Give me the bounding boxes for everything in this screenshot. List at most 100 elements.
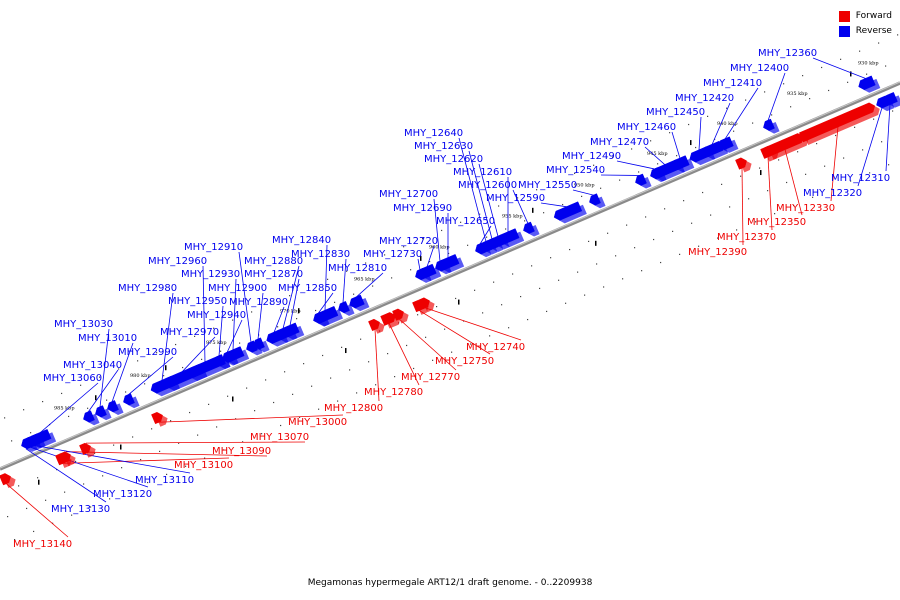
track-dot (866, 73, 868, 75)
track-dot (204, 457, 206, 459)
track-dot (676, 155, 678, 157)
track-dot (771, 114, 773, 116)
legend-reverse: Reverse (838, 24, 892, 39)
leader-line (226, 319, 243, 353)
leader-line (161, 292, 174, 381)
track-dot (569, 248, 571, 251)
leader-line (417, 258, 421, 270)
track-dot (512, 273, 514, 275)
gene-arrow (380, 312, 396, 326)
leader-line (424, 307, 522, 341)
track-dot (669, 132, 671, 134)
gene-arrow (95, 405, 107, 418)
leader-line (65, 451, 268, 457)
gene-arrow (589, 193, 601, 206)
gene-label: MHY_12880 (244, 256, 303, 267)
gene-label: MHY_12780 (364, 387, 423, 398)
gene-label: MHY_12350 (747, 217, 806, 228)
gene-arrow (760, 145, 774, 159)
gene-label: MHY_12320 (803, 188, 862, 199)
gene-arrow (635, 173, 647, 186)
track-bar (595, 240, 597, 246)
track-dot (90, 506, 92, 508)
gene-arrow (79, 442, 91, 456)
leader-line (478, 163, 499, 237)
track-dot (296, 318, 298, 320)
track-dot (45, 499, 47, 501)
track-dot (448, 252, 450, 255)
track-dot (824, 165, 826, 167)
track-dot (641, 270, 643, 272)
track-dot (702, 191, 704, 194)
track-dot (767, 190, 769, 192)
gene-arrow (338, 300, 350, 314)
gene-arrow (412, 300, 424, 313)
gene-label: MHY_12960 (148, 256, 207, 267)
kbp-ticks: 930 kbp 935 kbp 940 kbp 945 kbp 950 kbp 955 k… (54, 61, 879, 412)
track-dot (144, 383, 146, 385)
track-dot (75, 460, 77, 463)
track-dot (493, 281, 495, 283)
leader-line (885, 104, 891, 172)
gene-label: MHY_12990 (118, 347, 177, 358)
gene-arrow (0, 473, 11, 486)
gene-label: MHY_12590 (486, 193, 545, 204)
track-dot (102, 475, 104, 477)
track-dot (565, 302, 567, 304)
track-dot (740, 175, 742, 177)
track-dot (26, 507, 28, 510)
leader-line (540, 202, 568, 208)
track-dot (451, 351, 453, 353)
gene-label: MHY_12460 (617, 122, 676, 133)
track-bar (95, 395, 97, 401)
track-dot (213, 327, 215, 329)
track-dot (422, 238, 424, 240)
gene-label: MHY_12980 (118, 283, 177, 294)
track-dot (486, 236, 488, 238)
dot-rows (4, 34, 899, 541)
kbp-tick-label: 935 kbp (787, 91, 808, 97)
track-dot (881, 141, 883, 143)
track-dot (505, 228, 507, 230)
track-dot (194, 335, 196, 337)
track-dot (403, 246, 405, 248)
track-dot (854, 126, 856, 128)
gene-label: MHY_12930 (181, 269, 240, 280)
gene-arrow (689, 146, 711, 163)
track-dot (612, 156, 614, 158)
track-dot (216, 426, 218, 428)
track-dot (588, 240, 590, 243)
track-dot (185, 465, 187, 467)
leader-line (282, 265, 300, 329)
gene-label: MHY_12730 (363, 249, 422, 260)
track-dot (660, 261, 662, 264)
axis-highlight (0, 81, 900, 469)
gene-label: MHY_12410 (703, 78, 762, 89)
label-leader-lines (5, 57, 891, 538)
leader-line (127, 356, 174, 396)
gene-label: MHY_13110 (135, 475, 194, 486)
kbp-tick-label: 945 kbp (647, 151, 668, 157)
track-dot (189, 411, 191, 414)
gene-label: MHY_12720 (379, 236, 438, 247)
gene-label: MHY_12640 (404, 128, 463, 139)
track-dot (64, 491, 66, 493)
gene-label: MHY_12970 (160, 327, 219, 338)
gene-label: MHY_12950 (168, 296, 227, 307)
track-dot (118, 368, 120, 370)
gene-arrow (763, 118, 775, 131)
leader-line (711, 102, 731, 145)
leader-line (784, 149, 803, 216)
gene-labels: MHY_12310 MHY_12320 MHY_12330 MHY_12350 MHY_… (13, 48, 890, 550)
gene-arrow (858, 75, 876, 91)
track-dot (873, 118, 875, 120)
leader-line (600, 174, 641, 176)
track-bar (760, 170, 762, 176)
gene-label: MHY_13060 (43, 373, 102, 384)
gene-label: MHY_12610 (453, 167, 512, 178)
gene-arrow (523, 221, 535, 234)
track-dot (220, 350, 222, 352)
track-dot (80, 384, 82, 386)
track-dot (508, 327, 510, 329)
leader-line (33, 445, 191, 474)
